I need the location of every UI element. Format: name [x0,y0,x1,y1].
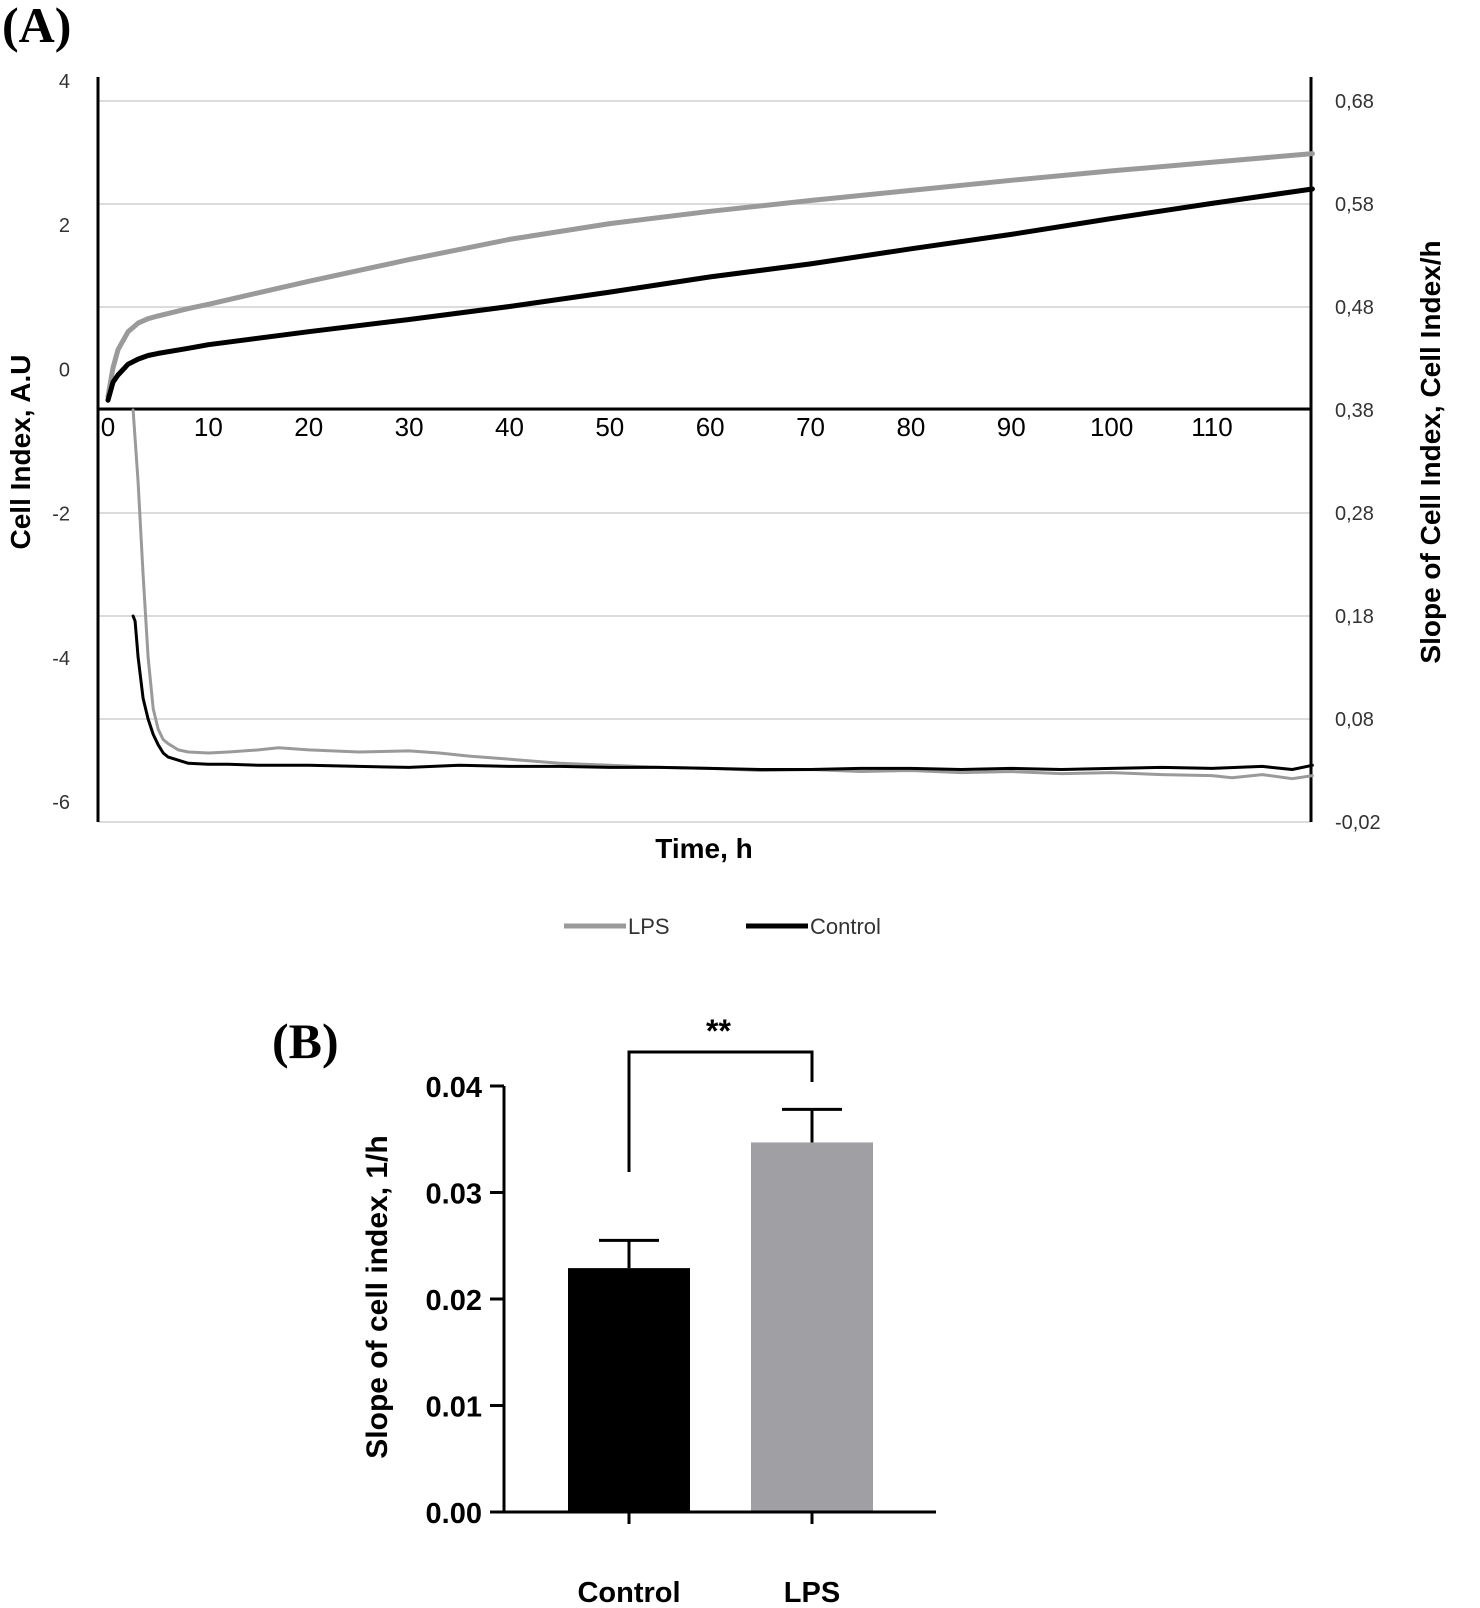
x-tick-label: 20 [294,412,323,442]
y-tick-label: 0.04 [426,1072,482,1104]
panel-b-chart: 0.04 0.03 0.02 0.01 0.00 Control LPS ** Slope… [361,1013,936,1608]
legend: LPS Control [564,914,881,939]
y-tick-label: 0.01 [426,1392,482,1424]
y2-tick-label: 0,28 [1335,503,1374,525]
series-line-control-slope [131,614,1314,771]
y-tick-label: -2 [52,504,70,526]
y2-tick-label: 0,48 [1335,297,1374,319]
legend-label-lps: LPS [628,914,670,939]
y2-axis-title: Slope of Cell Index, Cell Index/h [1415,240,1446,663]
x-axis-title: Time, h [655,833,753,864]
panel-b-label: (B) [272,1013,339,1069]
right-axis-ticks: 0,68 0,58 0,48 0,38 0,28 0,18 0,08 -0,02 [1335,91,1381,834]
bars [568,1107,873,1512]
bar-lps [751,1142,873,1512]
series-line-lps [105,151,1315,400]
x-tick-label: 90 [997,412,1026,442]
x-tick-label: 110 [1191,412,1232,442]
y-tick-label: -6 [52,792,70,814]
y-axis-title: Slope of cell index, 1/h [361,1135,394,1458]
y-axis-ticks: 0.04 0.03 0.02 0.01 0.00 [426,1072,482,1530]
significance-label: ** [706,1013,731,1049]
y-tick-label: 2 [59,215,70,237]
x-tick-label-lps: LPS [784,1577,840,1608]
series-line-lps-slope [131,408,1314,781]
significance-bracket: ** [627,1013,814,1172]
panel-a-chart: 420-2-4-6 0,680,580,480,380,280,180,08-0… [5,71,1446,939]
x-tick-label-control: Control [577,1577,680,1608]
grid-lines [98,100,1311,823]
y2-tick-label: 0,08 [1335,709,1374,731]
x-tick-label: 40 [495,412,524,442]
bracket-line [627,1050,814,1172]
bar-control [568,1268,690,1512]
y2-tick-label: 0,68 [1335,91,1374,113]
y2-tick-label: 0,38 [1335,400,1374,422]
series-line-control [105,186,1315,403]
y-tick-label: -4 [52,648,70,670]
y-tick-label: 0 [59,359,70,381]
x-axis-ticks: 0 10 20 30 40 50 60 70 80 90 100 110 [101,412,1233,442]
panel-a-label: (A) [2,0,71,53]
y2-tick-label: 0,18 [1335,606,1374,628]
y-tick-label: 4 [59,71,70,93]
axes [96,77,1313,822]
y2-tick-label: 0,58 [1335,194,1374,216]
left-axis-ticks: 4 2 0 -2 -4 -6 [52,71,70,814]
x-tick-label: 100 [1090,412,1133,442]
x-axis-ticks: Control LPS [577,1577,840,1608]
x-tick-label: 30 [395,412,424,442]
y-axis-title: Cell Index, A.U [5,354,36,549]
axes [490,1084,936,1524]
x-tick-label: 80 [896,412,925,442]
x-tick-label: 50 [595,412,624,442]
series-lines [105,151,1315,781]
y-tick-label: 0.00 [426,1498,482,1530]
y-tick-label: 0.02 [426,1285,482,1317]
x-tick-label: 60 [696,412,725,442]
x-tick-label: 70 [796,412,825,442]
y-tick-label: 0.03 [426,1179,482,1211]
x-tick-label: 10 [194,412,223,442]
legend-label-control: Control [810,914,881,939]
y2-tick-label: -0,02 [1335,812,1381,834]
x-tick-label: 0 [101,412,115,442]
